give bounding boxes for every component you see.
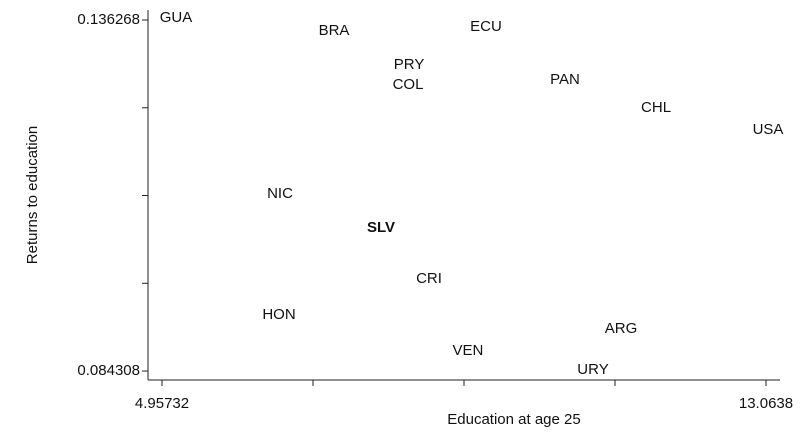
point-label: ECU xyxy=(470,18,502,35)
point-label: SLV xyxy=(367,219,395,236)
point-label: VEN xyxy=(453,342,484,359)
y-tick-label: 0.136268 xyxy=(77,11,140,28)
x-axis-title: Education at age 25 xyxy=(447,411,580,428)
point-label: HON xyxy=(262,306,295,323)
point-label: PRY xyxy=(394,56,425,73)
point-label: GUA xyxy=(160,9,193,26)
x-tick-label: 13.0638 xyxy=(739,395,793,412)
point-label: URY xyxy=(577,361,608,378)
x-tick-label: 4.95732 xyxy=(135,395,189,412)
point-label: CRI xyxy=(416,270,442,287)
point-label: ARG xyxy=(605,320,638,337)
y-tick-label: 0.084308 xyxy=(77,362,140,379)
point-label: BRA xyxy=(319,22,350,39)
y-axis-title: Returns to education xyxy=(24,126,41,264)
point-label: COL xyxy=(393,76,424,93)
point-label: PAN xyxy=(550,71,580,88)
point-label: NIC xyxy=(267,185,293,202)
point-label: USA xyxy=(753,121,784,138)
point-label: CHL xyxy=(641,99,671,116)
